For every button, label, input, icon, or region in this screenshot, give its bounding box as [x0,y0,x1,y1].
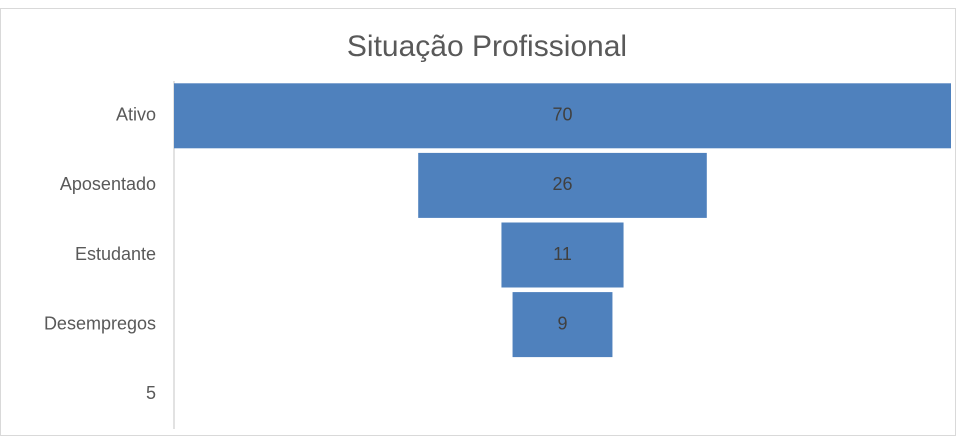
chart-title: Situação Profissional [347,30,627,63]
bar [501,222,624,288]
bar [418,152,707,218]
category-label: Estudante [75,244,156,264]
bar [512,292,613,358]
chart-border [0,8,956,436]
category-label: Ativo [116,105,156,125]
data-label: 11 [553,244,572,264]
category-label: 5 [146,383,156,403]
data-label: 70 [552,105,572,125]
bar [174,83,951,149]
data-label: 9 [557,313,567,333]
category-label: Aposentado [60,174,156,194]
data-label: 26 [552,174,572,194]
category-label: Desempregos [44,313,156,333]
